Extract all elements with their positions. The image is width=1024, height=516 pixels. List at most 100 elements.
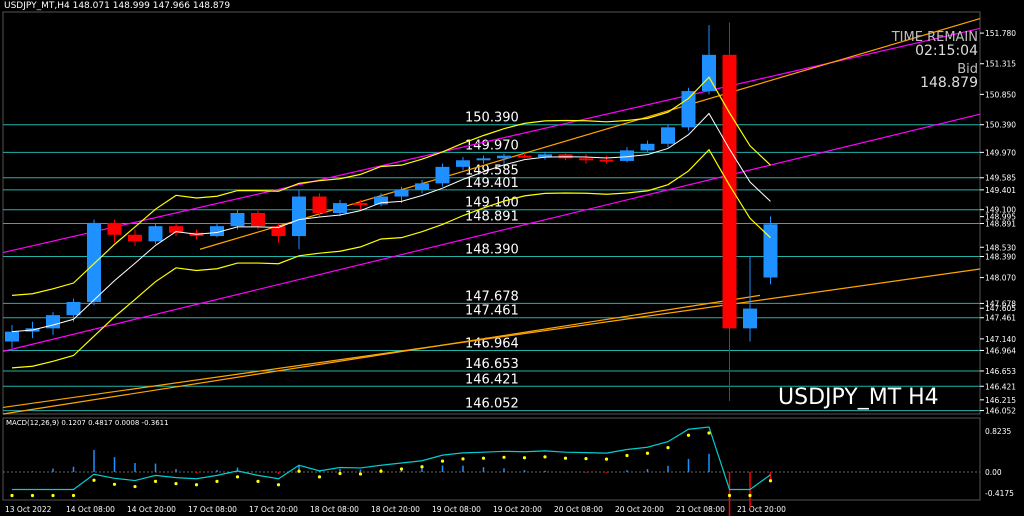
level-label: 146.653 bbox=[465, 357, 519, 372]
candle-body[interactable] bbox=[722, 54, 737, 329]
time-axis-label: 14 Oct 08:00 bbox=[66, 505, 115, 514]
candle-body[interactable] bbox=[374, 196, 388, 205]
trend-line-base[interactable] bbox=[2, 294, 761, 415]
candle-body[interactable] bbox=[169, 226, 183, 233]
bid-label: Bid bbox=[957, 62, 978, 77]
candle-body[interactable] bbox=[517, 155, 532, 158]
macd-axis-label: 0.8235 bbox=[985, 427, 1011, 436]
candle-body[interactable] bbox=[640, 143, 655, 151]
candle-body[interactable] bbox=[620, 150, 634, 161]
candle-body[interactable] bbox=[702, 54, 716, 92]
time-axis-label: 18 Oct 08:00 bbox=[310, 505, 359, 514]
macd-signal-dot bbox=[276, 483, 281, 487]
macd-main-line bbox=[12, 426, 771, 491]
candle-body[interactable] bbox=[333, 203, 347, 213]
macd-signal-dot bbox=[440, 459, 445, 463]
level-label: 149.401 bbox=[465, 176, 519, 191]
macd-signal-dot bbox=[215, 479, 219, 483]
candle-body[interactable] bbox=[599, 159, 614, 162]
time-axis-label: 19 Oct 20:00 bbox=[493, 505, 542, 514]
candle-body[interactable] bbox=[46, 315, 60, 329]
price-axis-label: 148.390 bbox=[985, 252, 1016, 261]
level-label: 147.461 bbox=[465, 304, 519, 319]
time-axis-label: 21 Oct 20:00 bbox=[737, 505, 786, 514]
level-label: 149.100 bbox=[465, 196, 519, 211]
macd-signal-dot bbox=[604, 457, 609, 461]
chart-title: USDJPY_MT,H4 148.071 148.999 147.966 148… bbox=[4, 1, 230, 11]
level-label: 148.390 bbox=[465, 242, 519, 257]
candle-body[interactable] bbox=[251, 213, 265, 227]
price-axis-label: 147.140 bbox=[985, 335, 1016, 344]
trend-line-resistance[interactable] bbox=[199, 18, 981, 250]
candle-body[interactable] bbox=[66, 301, 81, 316]
candle-body[interactable] bbox=[148, 226, 163, 242]
macd-axis-label: -0.4175 bbox=[985, 489, 1014, 498]
macd-signal-dot bbox=[707, 431, 711, 435]
macd-signal-dot bbox=[502, 455, 506, 459]
macd-signal-dot bbox=[399, 467, 404, 471]
candle-body[interactable] bbox=[5, 331, 19, 342]
candle-body[interactable] bbox=[743, 308, 757, 329]
price-axis-label: 146.052 bbox=[985, 407, 1016, 416]
indicator-pane-frame bbox=[2, 417, 981, 501]
price-axis-label: 151.315 bbox=[985, 60, 1016, 69]
macd-signal-dot bbox=[481, 456, 486, 460]
price-axis-label: 150.390 bbox=[985, 121, 1016, 130]
macd-signal-dot bbox=[666, 446, 670, 450]
macd-signal-dot bbox=[338, 471, 342, 476]
macd-signal-dot bbox=[92, 478, 96, 482]
candle-body[interactable] bbox=[128, 234, 142, 242]
price-axis-label: 147.461 bbox=[985, 314, 1016, 323]
bollinger-lower-band bbox=[11, 148, 771, 369]
candle-body[interactable] bbox=[87, 222, 101, 302]
candle-body[interactable] bbox=[210, 226, 224, 237]
macd-signal-dot bbox=[194, 483, 199, 487]
trend-line-upper[interactable] bbox=[2, 27, 981, 254]
candle-body[interactable] bbox=[271, 226, 286, 237]
trend-line-lower[interactable] bbox=[2, 113, 981, 352]
candle-body[interactable] bbox=[579, 158, 593, 161]
level-label: 149.970 bbox=[465, 138, 519, 153]
candle-body[interactable] bbox=[394, 189, 409, 197]
macd-signal-dot bbox=[522, 456, 527, 460]
candle-body[interactable] bbox=[312, 196, 327, 213]
candle-body[interactable] bbox=[476, 158, 491, 161]
candle-body[interactable] bbox=[497, 155, 511, 159]
macd-signal-dot bbox=[174, 482, 178, 486]
macd-signal-dot bbox=[256, 479, 260, 483]
macd-signal-dot bbox=[71, 493, 76, 498]
candle-body[interactable] bbox=[435, 166, 450, 184]
macd-signal-dot bbox=[645, 451, 650, 455]
price-axis-label: 150.850 bbox=[985, 90, 1016, 99]
price-axis-label: 149.100 bbox=[985, 206, 1016, 215]
price-axis-label: 148.891 bbox=[985, 219, 1016, 228]
price-axis-label: 148.070 bbox=[985, 274, 1016, 283]
level-label: 147.678 bbox=[465, 289, 519, 304]
time-remain-label: TIME REMAIN bbox=[891, 30, 978, 45]
candle-body[interactable] bbox=[456, 160, 470, 167]
candle-body[interactable] bbox=[353, 203, 368, 206]
trend-line-support[interactable] bbox=[2, 268, 981, 409]
macd-signal-dot bbox=[153, 479, 158, 483]
candle-body[interactable] bbox=[292, 196, 306, 237]
candle-body[interactable] bbox=[538, 154, 552, 157]
time-axis-label: 17 Oct 08:00 bbox=[188, 505, 237, 514]
macd-signal-dot bbox=[420, 465, 424, 469]
macd-signal-dot bbox=[297, 469, 301, 473]
price-axis-label: 147.605 bbox=[985, 304, 1016, 313]
time-remain-value: 02:15:04 bbox=[915, 43, 978, 59]
candle-body[interactable] bbox=[763, 224, 778, 278]
macd-signal-dot bbox=[686, 433, 691, 437]
time-axis-label: 13 Oct 2022 bbox=[5, 505, 52, 514]
time-axis-label: 18 Oct 20:00 bbox=[371, 505, 420, 514]
candle-body[interactable] bbox=[681, 91, 696, 128]
moving-average-line bbox=[11, 112, 771, 333]
macd-label: MACD(12,26,9) 0.1207 0.4817 0.0008 -0.36… bbox=[6, 419, 169, 427]
candle-body[interactable] bbox=[415, 183, 429, 190]
candle-body[interactable] bbox=[661, 127, 675, 144]
candle-body[interactable] bbox=[107, 222, 122, 235]
time-axis-label: 21 Oct 08:00 bbox=[676, 505, 725, 514]
symbol-watermark: USDJPY_MT H4 bbox=[778, 385, 939, 410]
candle-body[interactable] bbox=[230, 213, 245, 227]
